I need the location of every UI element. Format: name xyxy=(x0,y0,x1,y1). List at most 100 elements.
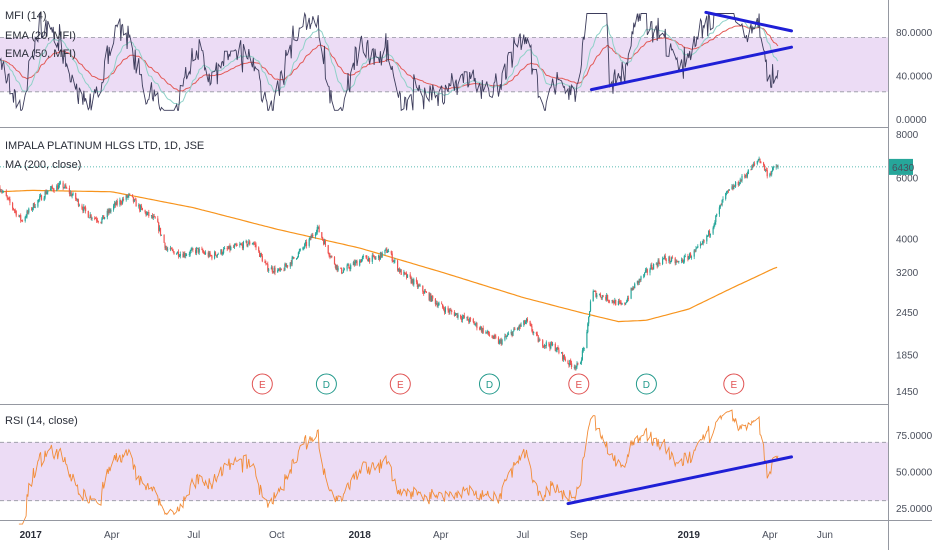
candle-body xyxy=(252,243,254,244)
rsi-trendline[interactable] xyxy=(566,455,793,506)
mfi-tick-label: 80.0000 xyxy=(896,28,932,39)
candle-body xyxy=(209,252,211,256)
candle-body xyxy=(2,191,4,193)
candle-body xyxy=(59,182,61,184)
dividend-marker[interactable] xyxy=(635,373,657,395)
candle-body xyxy=(9,199,11,203)
candle-body xyxy=(196,247,198,249)
candle-body xyxy=(88,217,90,219)
candle-body xyxy=(21,220,23,222)
candle-body xyxy=(469,318,471,323)
mfi-tick-label: 40.0000 xyxy=(896,72,932,83)
candle-body xyxy=(379,252,381,260)
mfi-trendline[interactable] xyxy=(589,45,793,92)
candle-body xyxy=(201,248,203,250)
candle-body xyxy=(232,246,235,248)
candle-body xyxy=(463,315,465,319)
event-letter: E xyxy=(575,380,582,391)
rsi-line[interactable] xyxy=(18,409,779,525)
mfi-trendline[interactable] xyxy=(704,10,793,33)
candle-body xyxy=(342,270,345,273)
candle-body xyxy=(195,248,198,253)
candle-body xyxy=(177,251,179,254)
candle-body xyxy=(251,243,253,245)
earnings-marker[interactable] xyxy=(723,373,745,395)
candle-body xyxy=(170,247,172,250)
candle-body xyxy=(399,269,401,273)
candle-body xyxy=(95,218,98,221)
candle-body xyxy=(381,253,383,257)
ma200-label[interactable]: MA (200, close) xyxy=(5,159,81,171)
candle-body xyxy=(131,194,134,198)
candle-body xyxy=(513,328,515,332)
candle-body xyxy=(696,247,698,249)
candle-body xyxy=(619,301,621,303)
candle-body xyxy=(479,328,481,330)
candle-body xyxy=(160,234,162,236)
candle-body xyxy=(103,215,105,219)
candle-body xyxy=(293,257,295,259)
candle-body xyxy=(150,215,153,217)
candle-body xyxy=(245,241,247,242)
candle-body xyxy=(549,345,551,349)
candle-body xyxy=(240,244,242,246)
candle-body xyxy=(404,271,406,274)
candle-body xyxy=(567,360,569,364)
candle-body xyxy=(674,258,676,264)
candle-body xyxy=(56,185,58,192)
dividend-marker[interactable] xyxy=(315,373,337,395)
candle-body xyxy=(298,250,300,253)
dividend-marker[interactable] xyxy=(479,373,500,395)
candle-body xyxy=(341,268,343,274)
candle-body xyxy=(397,260,399,271)
last-price-tag[interactable] xyxy=(889,158,913,175)
earnings-marker[interactable] xyxy=(251,373,273,395)
candle-body xyxy=(87,211,89,218)
candle-body xyxy=(651,265,653,269)
event-letter: D xyxy=(643,380,650,391)
candle-body xyxy=(3,191,5,192)
candle-body xyxy=(468,320,470,323)
candle-body xyxy=(580,359,583,363)
candle-body xyxy=(81,205,83,209)
candle-body xyxy=(568,363,570,366)
candle-body xyxy=(367,259,369,262)
candle-body xyxy=(234,244,236,246)
candle-body xyxy=(385,248,387,250)
candle-body xyxy=(419,285,421,287)
candle-body xyxy=(662,258,665,260)
candle-body xyxy=(499,339,501,341)
candle-body xyxy=(25,216,27,218)
price-title[interactable]: IMPALA PLATINUM HLGS LTD, 1D, JSE xyxy=(5,140,204,152)
candle-body xyxy=(343,269,345,271)
candle-body xyxy=(305,242,307,244)
earnings-marker[interactable] xyxy=(389,373,411,395)
mfi-label[interactable]: MFI (14) xyxy=(5,10,47,22)
candle-body xyxy=(265,263,267,264)
mfi-line[interactable] xyxy=(0,11,779,112)
candle-body xyxy=(151,215,153,218)
candle-body xyxy=(354,261,356,265)
candle-body xyxy=(177,251,180,257)
candle-body xyxy=(226,248,228,249)
ema20-label[interactable]: EMA (20, MFI) xyxy=(5,30,76,42)
ema50-label[interactable]: EMA (50, MFI) xyxy=(5,48,76,60)
candle-body xyxy=(562,355,565,360)
candle-body xyxy=(543,345,546,347)
candle-body xyxy=(596,294,598,297)
candle-body xyxy=(488,334,491,336)
candle-body xyxy=(650,265,652,270)
last-price-value: 6430 xyxy=(892,163,915,174)
candle-body xyxy=(266,263,268,265)
candle-body xyxy=(690,253,692,258)
candle-body xyxy=(374,257,376,259)
candle-body xyxy=(488,331,490,335)
candle-body xyxy=(38,199,40,201)
rsi-label[interactable]: RSI (14, close) xyxy=(5,415,78,427)
earnings-marker[interactable] xyxy=(568,373,590,395)
candle-body xyxy=(190,249,192,251)
candle-body xyxy=(214,252,216,259)
candle-body xyxy=(321,232,323,238)
candle-body xyxy=(485,331,487,333)
